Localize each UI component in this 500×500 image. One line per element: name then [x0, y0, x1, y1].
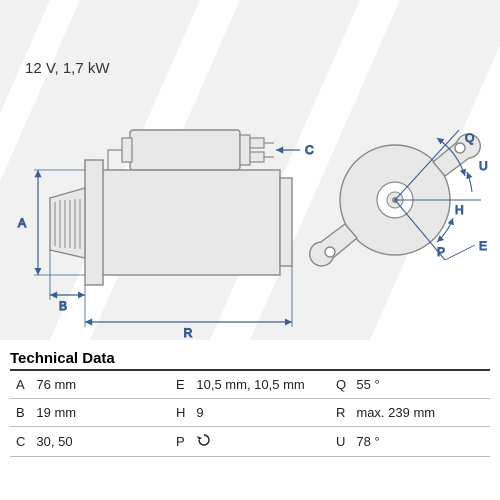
cell-H-val: 9	[192, 399, 330, 427]
dim-label-a: A	[18, 216, 26, 230]
cell-B-key: B	[10, 399, 32, 427]
cell-E-key: E	[170, 371, 192, 399]
cell-A-val: 76 mm	[32, 371, 170, 399]
cell-H-key: H	[170, 399, 192, 427]
cell-Q-val: 55 °	[352, 371, 490, 399]
cell-Q-key: Q	[330, 371, 352, 399]
dim-label-r: R	[184, 326, 193, 340]
cell-U-val: 78 °	[352, 427, 490, 457]
side-view: A B R C	[18, 130, 314, 340]
cell-R-val: max. 239 mm	[352, 399, 490, 427]
technical-data-section: Technical Data A76 mmE10,5 mm, 10,5 mmQ5…	[0, 350, 500, 457]
cell-C-key: C	[10, 427, 32, 457]
cell-B-val: 19 mm	[32, 399, 170, 427]
dim-label-p: P	[437, 245, 445, 259]
voltage-power-spec: 12 V, 1,7 kW	[25, 60, 110, 77]
end-view: Q U H P E	[310, 130, 488, 266]
cell-P-key: P	[170, 427, 192, 457]
cell-R-key: R	[330, 399, 352, 427]
cell-E-val: 10,5 mm, 10,5 mm	[192, 371, 330, 399]
cell-P-val	[192, 427, 330, 457]
table-row: C30, 50P U78 °	[10, 427, 490, 457]
dim-label-h: H	[455, 203, 464, 217]
cell-A-key: A	[10, 371, 32, 399]
rotation-icon	[196, 433, 212, 447]
dim-label-q: Q	[465, 131, 474, 145]
cell-C-val: 30, 50	[32, 427, 170, 457]
table-row: B19 mmH9Rmax. 239 mm	[10, 399, 490, 427]
technical-data-title: Technical Data	[10, 350, 490, 371]
table-row: A76 mmE10,5 mm, 10,5 mmQ55 °	[10, 371, 490, 399]
dim-label-c: C	[305, 143, 314, 157]
technical-data-table: A76 mmE10,5 mm, 10,5 mmQ55 °B19 mmH9Rmax…	[10, 371, 490, 457]
dim-label-b: B	[59, 299, 67, 313]
dim-label-u: U	[479, 159, 488, 173]
cell-U-key: U	[330, 427, 352, 457]
dim-label-e: E	[479, 239, 487, 253]
technical-diagram: A B R C	[0, 85, 500, 345]
